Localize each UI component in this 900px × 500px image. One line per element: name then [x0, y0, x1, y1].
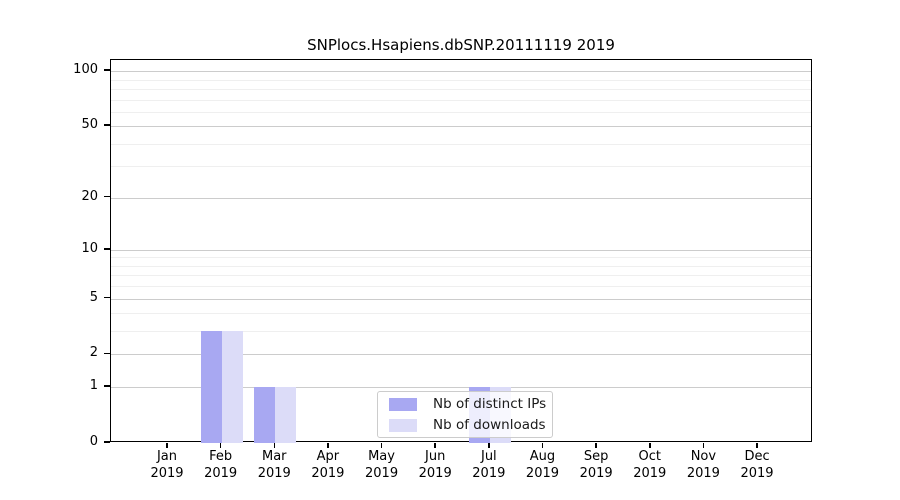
major-gridline [111, 387, 811, 389]
x-tick-mark [649, 443, 651, 448]
legend-entry-distinct-ips: Nb of distinct IPs [389, 396, 552, 412]
x-tick-mark [380, 443, 383, 448]
major-gridline [111, 197, 811, 199]
legend-label-distinct-ips: Nb of distinct IPs [433, 396, 547, 412]
x-tick-label-jan: Jan 2019 [140, 448, 194, 482]
y-tick-label: 20 [81, 188, 98, 204]
month-label: Oct [638, 449, 661, 464]
x-tick-label-may: May 2019 [355, 448, 409, 482]
month-label: Mar [262, 449, 287, 464]
month-label: Nov [690, 449, 717, 464]
minor-gridline [111, 275, 811, 277]
major-gridline [111, 249, 811, 251]
year-label: 2019 [633, 466, 667, 481]
minor-gridline [111, 143, 811, 145]
legend-entry-downloads: Nb of downloads [389, 417, 552, 433]
x-tick-mark [541, 443, 544, 448]
x-tick-label-dec: Dec 2019 [730, 448, 784, 482]
minor-gridline [111, 166, 811, 168]
major-gridline [111, 298, 811, 300]
x-tick-mark [273, 443, 276, 448]
year-label: 2019 [686, 466, 720, 481]
y-tick-label: 50 [81, 117, 98, 133]
month-label: Sep [583, 449, 609, 464]
year-label: 2019 [365, 466, 399, 481]
minor-gridline [111, 88, 811, 90]
year-label: 2019 [150, 466, 184, 481]
month-label: Apr [316, 449, 340, 464]
plot-area: Nb of distinct IPs Nb of downloads [110, 59, 812, 443]
y-tick-label: 100 [73, 62, 98, 78]
month-label: Jun [425, 449, 446, 464]
x-tick-mark [756, 443, 758, 448]
x-tick-label-apr: Apr 2019 [301, 448, 355, 482]
month-label: Jul [480, 449, 497, 464]
x-tick-mark [595, 443, 597, 448]
x-tick-mark [702, 443, 705, 448]
x-tick-label-aug: Aug 2019 [515, 448, 569, 482]
x-tick-label-jul: Jul 2019 [462, 448, 516, 482]
year-label: 2019 [311, 466, 345, 481]
bar-mar-downloads [275, 387, 297, 443]
x-tick-mark [219, 443, 222, 448]
major-gridline [111, 354, 811, 356]
y-tick-mark [104, 124, 110, 126]
y-tick-label: 2 [89, 345, 98, 361]
bar-feb-downloads [221, 331, 243, 443]
year-label: 2019 [579, 466, 613, 481]
x-tick-label-feb: Feb 2019 [194, 448, 248, 482]
year-label: 2019 [525, 466, 560, 481]
chart-title: SNPlocs.Hsapiens.dbSNP.20111119 2019 [307, 36, 615, 54]
x-tick-label-jun: Jun 2019 [408, 448, 462, 482]
minor-gridline [111, 265, 811, 267]
year-label: 2019 [418, 466, 452, 481]
legend-swatch-downloads [389, 418, 417, 432]
y-tick-mark [104, 385, 110, 387]
legend-label-downloads: Nb of downloads [433, 417, 546, 433]
month-label: May [368, 449, 395, 464]
x-tick-label-nov: Nov 2019 [676, 448, 730, 482]
y-tick-mark [104, 352, 110, 355]
month-label: Feb [209, 449, 233, 464]
x-tick-label-sep: Sep 2019 [569, 448, 623, 482]
minor-gridline [111, 111, 811, 113]
minor-gridline [111, 257, 811, 259]
year-label: 2019 [472, 466, 506, 481]
month-label: Aug [529, 449, 556, 464]
x-tick-label-oct: Oct 2019 [623, 448, 677, 482]
legend: Nb of distinct IPs Nb of downloads [377, 391, 553, 438]
y-tick-mark [104, 441, 110, 443]
minor-gridline [111, 286, 811, 288]
minor-gridline [111, 331, 811, 333]
x-tick-mark [488, 443, 490, 448]
month-label: Dec [744, 449, 770, 464]
x-tick-mark [166, 443, 168, 448]
x-tick-label-mar: Mar 2019 [247, 448, 301, 482]
year-label: 2019 [740, 466, 774, 481]
x-tick-mark [434, 443, 436, 448]
y-tick-label: 1 [89, 378, 98, 394]
y-tick-mark [104, 69, 110, 71]
y-tick-label: 0 [89, 434, 98, 449]
legend-swatch-distinct-ips [389, 397, 417, 411]
minor-gridline [111, 313, 811, 315]
y-tick-label: 5 [89, 289, 98, 305]
y-tick-mark [104, 248, 110, 250]
major-gridline [111, 71, 811, 73]
year-label: 2019 [204, 466, 238, 481]
y-tick-mark [104, 296, 110, 299]
minor-gridline [111, 79, 811, 81]
year-label: 2019 [257, 466, 291, 481]
y-tick-mark [104, 195, 110, 198]
y-tick-label: 10 [81, 240, 98, 256]
minor-gridline [111, 99, 811, 101]
month-label: Jan [156, 449, 178, 464]
major-gridline [111, 126, 811, 128]
bar-mar-distinct-ips [254, 387, 276, 443]
x-tick-mark [327, 443, 329, 448]
bar-feb-distinct-ips [200, 331, 222, 443]
